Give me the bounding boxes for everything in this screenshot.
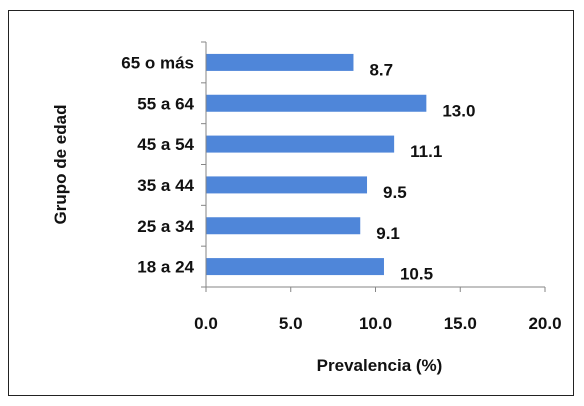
y-tick-label: 25 a 34 xyxy=(137,217,194,236)
y-tick-label: 35 a 44 xyxy=(137,176,194,195)
data-label: 13.0 xyxy=(442,101,475,120)
y-tick-label: 55 a 64 xyxy=(137,94,194,113)
axes-group xyxy=(201,41,546,292)
bars-group xyxy=(206,53,427,276)
bar xyxy=(206,258,384,276)
x-tick-label: 0.0 xyxy=(194,314,218,333)
chart-frame xyxy=(8,10,574,396)
bar xyxy=(206,135,395,153)
data-label: 9.1 xyxy=(376,224,400,243)
data-label: 11.1 xyxy=(410,142,442,161)
y-tick-label: 45 a 54 xyxy=(137,135,194,154)
y-axis-title: Grupo de edad xyxy=(51,105,70,225)
y-tick-label: 65 o más xyxy=(121,53,194,72)
x-axis-title: Prevalencia (%) xyxy=(317,356,443,375)
x-tick-label: 5.0 xyxy=(279,314,303,333)
data-label: 8.7 xyxy=(369,60,393,79)
labels-group: 0.0 5.0 10.0 15.0 20.0 18 a 24 10.5 25 a 34 9.1 3… xyxy=(121,53,561,333)
bar xyxy=(206,53,354,71)
y-tick-label: 18 a 24 xyxy=(137,258,194,277)
data-label: 9.5 xyxy=(383,183,407,202)
bar xyxy=(206,176,368,194)
x-tick-label: 20.0 xyxy=(528,314,561,333)
bar xyxy=(206,217,361,235)
bar xyxy=(206,94,427,112)
data-label: 10.5 xyxy=(400,265,433,284)
x-tick-label: 10.0 xyxy=(359,314,392,333)
x-tick-label: 15.0 xyxy=(444,314,477,333)
